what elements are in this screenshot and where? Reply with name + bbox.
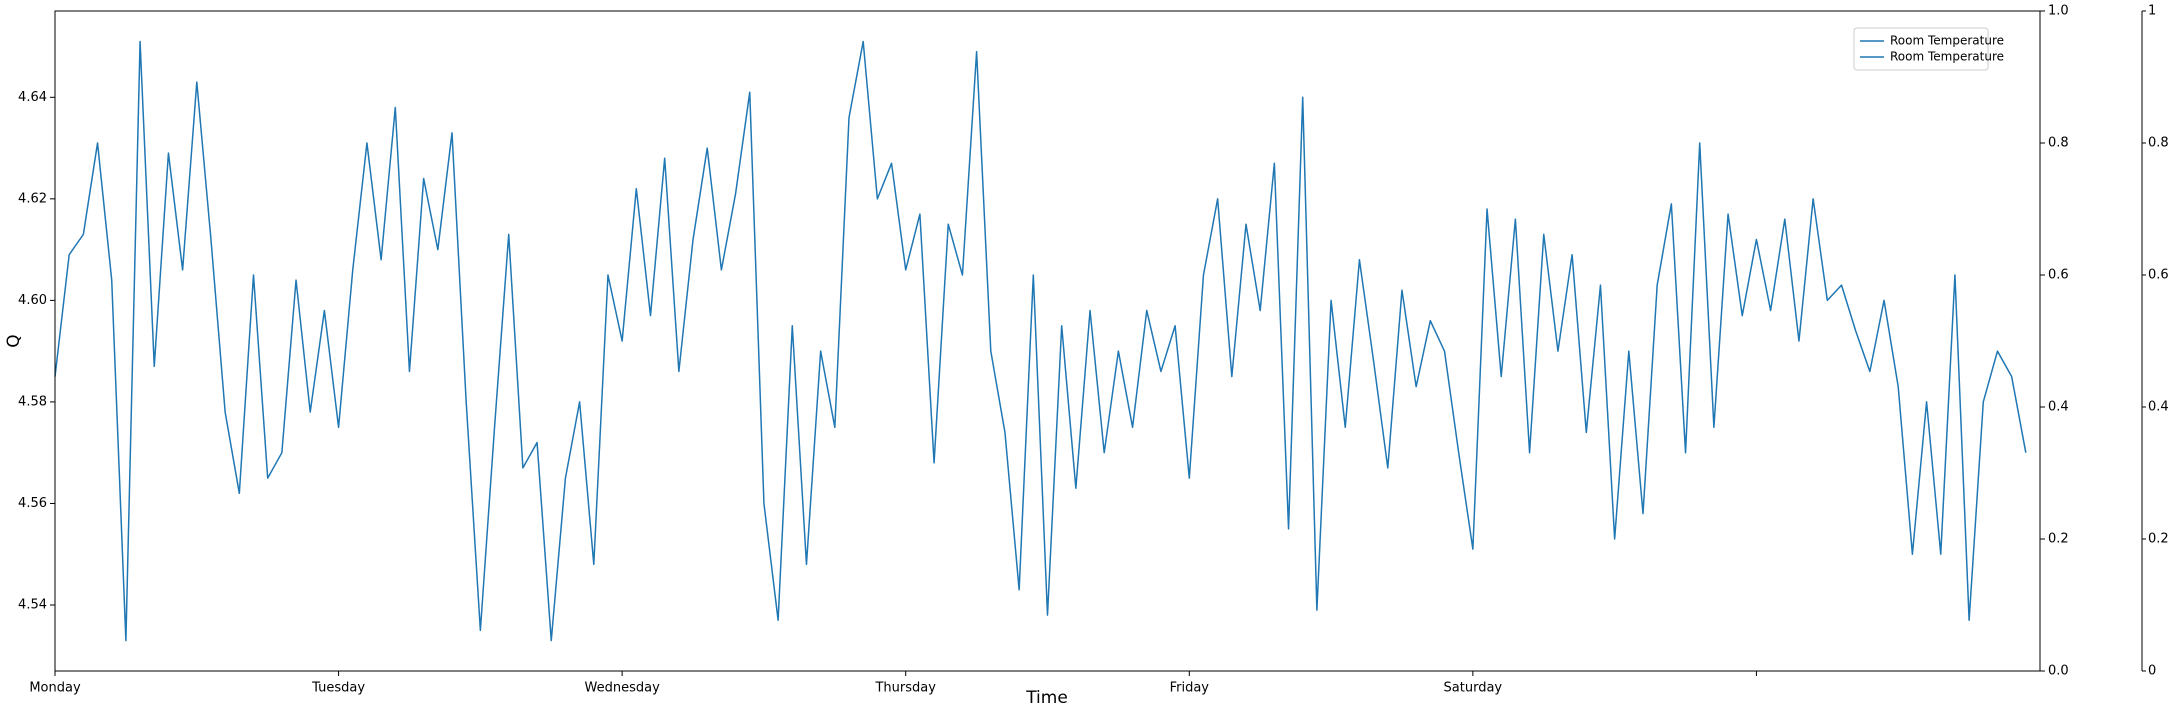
y-axis-label: Q bbox=[4, 334, 24, 347]
y2-tick-label: 0.8 bbox=[2048, 136, 2069, 151]
y2-tick-label: 0.4 bbox=[2048, 400, 2069, 415]
y2-tick-label: 0.0 bbox=[2048, 664, 2069, 679]
y2-tick-label: 0.2 bbox=[2048, 532, 2069, 547]
y2-tick-label: 1.0 bbox=[2048, 4, 2069, 19]
y3-tick-label: 0.2 bbox=[2148, 532, 2168, 547]
y3-tick-label: 0.8 bbox=[2148, 136, 2168, 151]
y-tick-label: 4.62 bbox=[18, 191, 47, 206]
y-tick-label: 4.64 bbox=[18, 90, 47, 105]
x-tick-label: Wednesday bbox=[585, 681, 661, 696]
y3-tick-label: 1 bbox=[2148, 4, 2156, 19]
x-tick-label: Friday bbox=[1170, 681, 1210, 696]
x-tick-label: Monday bbox=[29, 681, 81, 696]
legend-box bbox=[1853, 27, 1989, 71]
y3-tick-label: 0.4 bbox=[2148, 400, 2168, 415]
y-tick-label: 4.60 bbox=[18, 293, 47, 308]
y-tick-label: 4.58 bbox=[18, 394, 47, 409]
legend-label: Room Temperature bbox=[1890, 50, 2004, 64]
y-tick-label: 4.56 bbox=[18, 496, 47, 511]
plot-frame bbox=[54, 10, 2041, 672]
x-axis-label: Time bbox=[1025, 688, 1068, 708]
y3-tick-label: 0 bbox=[2148, 664, 2156, 679]
y-tick-label: 4.54 bbox=[18, 598, 47, 613]
legend-label: Room Temperature bbox=[1890, 34, 2004, 48]
legend: Room Temperature Room Temperature bbox=[1853, 27, 2004, 71]
data-line bbox=[54, 40, 2027, 642]
x-tick-label: Tuesday bbox=[311, 681, 365, 696]
y3-tick-label: 0.6 bbox=[2148, 268, 2168, 283]
x-tick-label: Saturday bbox=[1444, 681, 1503, 696]
x-tick-label: Thursday bbox=[874, 681, 936, 696]
y2-tick-label: 0.6 bbox=[2048, 268, 2069, 283]
